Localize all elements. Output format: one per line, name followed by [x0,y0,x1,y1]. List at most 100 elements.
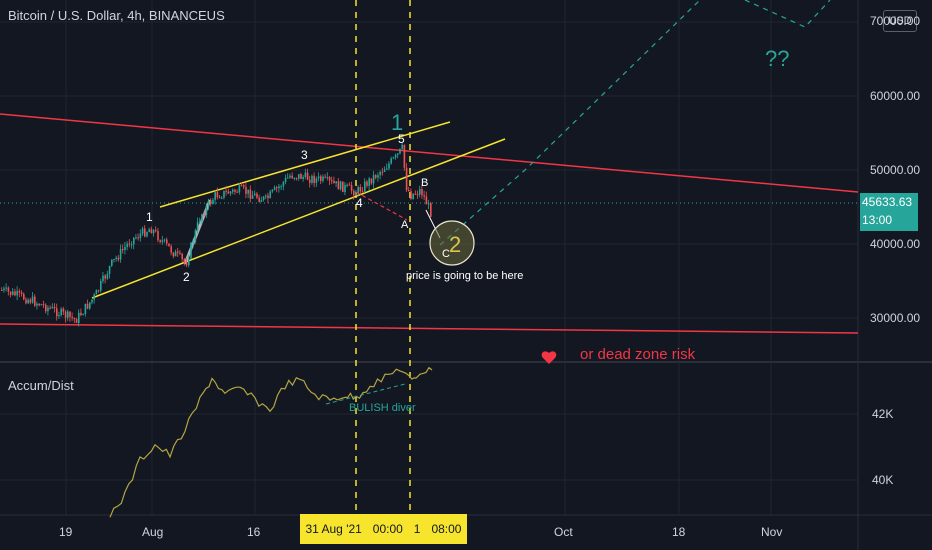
candle-body [361,191,364,193]
candle-body [355,193,357,196]
candle-body [144,228,146,237]
indicator-axis-label: 40K [872,473,894,487]
heart-icon [541,351,557,364]
candle-body [78,312,80,323]
candle-body [1,290,3,291]
candle-body [34,296,36,306]
candle-body [339,181,342,190]
wave-label-b[interactable]: B [421,177,429,189]
candle-body [386,168,388,170]
candle-body [161,240,164,242]
candle-body [317,176,320,179]
price-axis-label: 50000.00 [870,163,921,177]
candle-body [331,180,333,182]
highlight-time: 00:00 [372,522,403,536]
candle-body [56,308,58,317]
bullish-divergence-line [325,383,406,405]
big-wave-1[interactable]: 1 [391,110,404,135]
candle-body [254,193,256,196]
red-support-line[interactable] [0,323,859,334]
projection-path[interactable] [439,0,701,246]
candle-body [267,195,269,199]
red-resistance-line[interactable] [0,113,859,193]
highlight-day: 1 [413,522,421,536]
candle-body [216,192,219,198]
candle-body [71,316,73,318]
bar-countdown: 13:00 [862,213,893,227]
wave-label-a[interactable]: A [401,219,409,231]
candle-body [394,154,397,158]
price-candles [1,141,432,327]
candle-body [403,144,406,168]
indicator-label[interactable]: Accum/Dist [8,378,74,393]
price-note[interactable]: price is going to be here [406,270,524,282]
wave-label-4[interactable]: 4 [356,196,363,210]
chart-title[interactable]: Bitcoin / U.S. Dollar, 4h, BINANCEUS [8,8,225,23]
wave-label-2[interactable]: 2 [183,270,190,284]
candle-body [62,308,65,312]
candle-body [122,248,124,250]
candle-body [214,192,216,200]
candle-body [245,187,247,194]
candle-body [377,175,379,178]
candle-body [23,293,25,300]
candle-body [126,243,128,247]
candle-body [42,304,45,306]
candle-body [401,144,403,149]
dead-zone-note[interactable]: or dead zone risk [580,346,696,363]
candle-body [234,189,236,192]
currency-button[interactable]: USD [883,10,917,32]
candle-body [18,290,21,293]
channel-lower-line[interactable] [91,138,506,299]
candle-body [148,229,150,233]
candle-body [100,281,102,291]
candle-body [256,193,258,198]
candle-body [223,190,225,198]
candle-body [390,158,392,164]
candle-body [430,203,432,217]
candle-body [425,196,428,205]
wave-label-1[interactable]: 1 [146,210,153,224]
question-marks[interactable]: ?? [765,46,790,71]
target-circle[interactable] [429,220,475,266]
candle-body [58,315,60,317]
candle-body [111,259,113,266]
candle-body [150,229,153,234]
candle-body [141,228,144,234]
candle-body [229,191,232,194]
time-axis-label: Aug [142,525,164,539]
correction-path [355,191,408,221]
channel-upper-line[interactable] [159,121,451,208]
wave-label-3[interactable]: 3 [301,148,308,162]
candle-body [225,190,227,192]
bullish-divergence-label[interactable]: BULISH diver [349,402,416,414]
time-axis-label: 16 [247,525,261,539]
candle-body [3,288,5,291]
candle-body [75,319,78,323]
projection-path-top [744,0,831,28]
candle-body [157,230,159,241]
big-wave-2[interactable]: 2 [449,232,462,257]
wave-label-c[interactable]: C [442,248,450,260]
candle-body [218,197,221,199]
candle-body [342,181,344,193]
wave-label-5[interactable]: 5 [398,132,405,146]
candle-body [183,259,186,263]
candle-body [207,200,210,206]
candle-body [133,237,135,245]
candle-body [348,184,351,186]
candle-body [31,296,34,303]
candle-body [194,230,197,243]
candle-body [128,243,131,245]
candle-body [337,181,340,190]
time-highlight-box: 31 Aug '21 00:00 1 08:00 [300,514,467,544]
time-axis-label: 18 [672,525,686,539]
candle-body [408,190,410,192]
candle-body [115,257,117,260]
candle-body [196,222,199,231]
candle-body [84,303,87,315]
candle-body [91,299,93,303]
indicator-axis-label: 42K [872,407,894,421]
candle-body [383,169,386,172]
